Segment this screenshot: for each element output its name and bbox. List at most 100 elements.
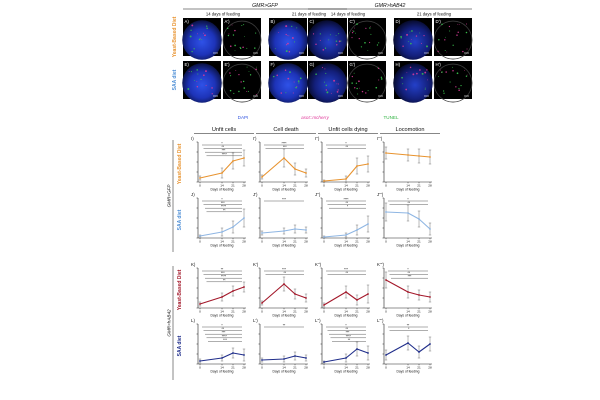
- stain-spot: [465, 31, 468, 34]
- data-point: [345, 234, 347, 236]
- panel-label: E): [185, 62, 190, 67]
- stain-spot: [234, 50, 236, 52]
- chart-Jppp: 0 14 21 28 Days of feeding J''') ***: [377, 192, 432, 247]
- stain-spot: [196, 85, 199, 88]
- data-point: [407, 212, 409, 214]
- stain-spot: [367, 90, 369, 92]
- stain-spot: [420, 42, 422, 44]
- data-point: [283, 157, 285, 159]
- x-tick-label: 14: [344, 309, 348, 313]
- stain-spot: [272, 75, 275, 78]
- stain-spot: [412, 73, 415, 76]
- x-tick-label: 14: [220, 309, 224, 313]
- panel-label: F): [271, 62, 276, 67]
- x-tick-label: 0: [385, 239, 387, 243]
- x-tick-label: 14: [344, 183, 348, 187]
- genotype-side-label: GMR>GFP: [167, 184, 172, 208]
- stain-spot: [409, 66, 412, 69]
- stain-spot: [202, 32, 204, 34]
- x-tick-label: 0: [261, 239, 263, 243]
- x-tick-label: 21: [355, 183, 359, 187]
- x-axis-title: Days of feeding: [397, 243, 420, 247]
- stain-spot: [460, 84, 462, 87]
- stain-legend-item: asot::mcherry: [301, 115, 330, 120]
- data-point: [418, 294, 420, 296]
- data-point: [232, 160, 234, 162]
- stain-spot: [235, 70, 237, 71]
- stain-spot: [405, 88, 408, 91]
- dapi-signal: [268, 20, 308, 60]
- series-line: [323, 348, 369, 363]
- stain-spot: [419, 32, 421, 34]
- data-point: [294, 168, 296, 170]
- x-tick-label: 28: [366, 239, 370, 243]
- genotype-header: GMR>GFP: [252, 3, 278, 9]
- stain-spot: [353, 30, 355, 32]
- stain-spot: [338, 40, 341, 43]
- data-point: [221, 172, 223, 174]
- data-point: [221, 357, 223, 359]
- stain-spot: [421, 72, 424, 75]
- panel-label: I'''): [377, 136, 383, 141]
- dapi-signal: [307, 20, 347, 60]
- x-axis-title: Days of feeding: [273, 187, 296, 191]
- chart-Lppp: 0 14 21 28 Days of feeding L''') ***: [377, 318, 432, 373]
- stain-spot: [233, 92, 235, 94]
- stain-spot: [402, 83, 404, 85]
- stain-spot: [411, 30, 413, 32]
- data-point: [199, 235, 201, 237]
- significance-label: **: [408, 271, 411, 275]
- microscopy-panels: GMR>GFP 14 days of feeding 21 days of feed…: [172, 3, 473, 103]
- x-tick-label: 21: [231, 365, 235, 369]
- x-tick-label: 0: [385, 309, 387, 313]
- stain-spot: [246, 91, 248, 92]
- x-tick-label: 14: [282, 365, 286, 369]
- stain-spot: [254, 47, 256, 49]
- x-tick-label: 28: [242, 183, 246, 187]
- stain-spot: [406, 72, 408, 74]
- stain-spot: [319, 39, 321, 41]
- data-point: [418, 351, 420, 353]
- stain-legend-item: DAPI: [238, 115, 249, 120]
- stain-spot: [443, 92, 445, 94]
- stain-spot: [231, 24, 233, 26]
- stain-legend: DAPI asot::mcherry TUNEL: [238, 115, 399, 120]
- stain-spot: [426, 69, 428, 71]
- stain-spot: [416, 72, 418, 75]
- stain-spot: [295, 86, 297, 89]
- stain-spot: [364, 41, 366, 44]
- stain-spot: [329, 34, 331, 36]
- stain-spot: [419, 69, 421, 71]
- stain-spot: [193, 80, 195, 81]
- panel-label: G'): [350, 62, 356, 67]
- series-line: [261, 228, 307, 234]
- stain-spot: [457, 23, 458, 25]
- data-point: [232, 290, 234, 292]
- significance-label: **: [222, 145, 225, 149]
- x-tick-label: 28: [366, 183, 370, 187]
- significance-label: **: [408, 201, 411, 205]
- stain-spot: [466, 74, 468, 76]
- dapi-signal: [393, 63, 433, 103]
- stain-spot: [312, 33, 315, 35]
- stain-spot: [293, 81, 295, 83]
- significance-label: **: [223, 278, 226, 282]
- series-line: [385, 342, 431, 356]
- genotype-side-label: GMR>hAB42: [167, 309, 172, 337]
- data-point: [221, 296, 223, 298]
- x-tick-label: 14: [406, 239, 410, 243]
- x-tick-label: 28: [304, 365, 308, 369]
- stain-spot: [288, 50, 291, 53]
- stain-spot: [415, 35, 418, 37]
- stain-spot: [351, 32, 354, 34]
- significance-label: *: [221, 198, 223, 202]
- x-tick-label: 14: [220, 365, 224, 369]
- x-tick-label: 21: [231, 309, 235, 313]
- stain-spot: [315, 43, 317, 46]
- stain-spot: [198, 38, 201, 41]
- panel-label: D'): [436, 19, 442, 24]
- stain-spot: [410, 42, 412, 45]
- data-point: [385, 211, 387, 213]
- stain-spot: [249, 74, 252, 76]
